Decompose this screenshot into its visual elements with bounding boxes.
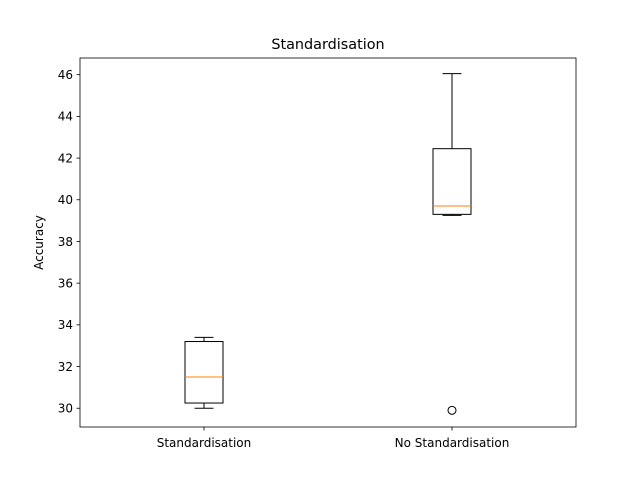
x-tick-label: Standardisation [157,436,252,450]
y-tick-label: 30 [58,402,73,416]
box [184,341,224,404]
y-tick-label: 40 [58,193,73,207]
y-tick-label: 46 [58,68,73,82]
box [432,148,472,215]
outlier-point [447,405,457,415]
axes-frame [79,57,577,428]
plot-area: 30 32 34 36 38 40 42 44 46 Standardisation No Stan… [58,68,510,450]
y-axis-label: Accuracy [32,215,46,270]
y-tick-label: 36 [58,276,73,290]
y-tick-label: 34 [58,318,73,332]
y-tick-label: 38 [58,235,73,249]
x-tick-label: No Standardisation [395,436,510,450]
y-tick-label: 32 [58,360,73,374]
y-tick-label: 42 [58,151,73,165]
chart-title: Standardisation [271,37,384,53]
y-tick-label: 44 [58,110,73,124]
